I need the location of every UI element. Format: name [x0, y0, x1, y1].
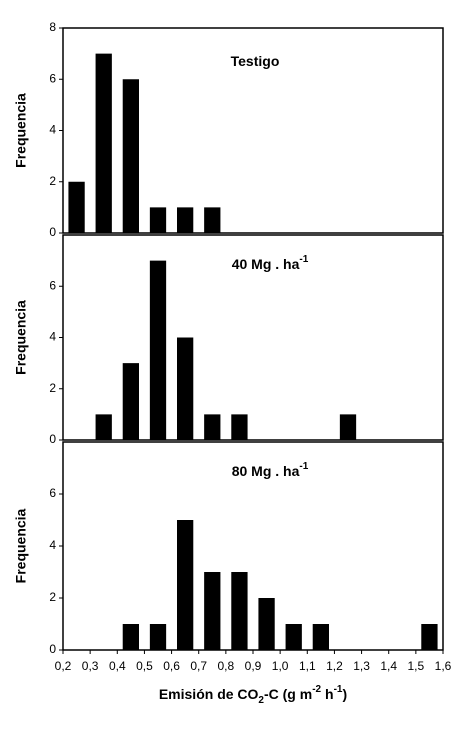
panel-title: 80 Mg . ha-1: [232, 461, 309, 479]
x-tick-label: 1,3: [353, 659, 370, 673]
y-tick-label: 6: [49, 71, 56, 85]
x-tick-label: 1,2: [326, 659, 343, 673]
x-tick-label: 1,4: [380, 659, 397, 673]
bar: [149, 260, 167, 440]
y-axis-label: Frequencia: [13, 300, 29, 375]
y-tick-label: 0: [49, 432, 56, 446]
bar: [204, 414, 221, 440]
panel-title-superscript: -1: [299, 461, 308, 472]
y-tick-label: 4: [49, 330, 56, 344]
x-axis-label: Emisión de CO2-C (g m-2 h-1): [159, 684, 347, 706]
y-axis-label: Frequencia: [13, 93, 29, 168]
bar: [177, 520, 194, 650]
x-tick-label: 0,9: [245, 659, 262, 673]
x-axis-label-part: ): [342, 686, 347, 702]
bar: [421, 624, 438, 650]
panel-title-superscript: -1: [299, 254, 308, 265]
y-tick-label: 0: [49, 225, 56, 239]
bar: [204, 572, 221, 650]
bar: [122, 79, 139, 233]
bar: [204, 207, 221, 233]
x-tick-label: 1,6: [435, 659, 452, 673]
y-tick-label: 0: [49, 642, 56, 656]
bar: [95, 53, 112, 233]
x-tick-label: 0,4: [109, 659, 126, 673]
bar: [258, 598, 275, 650]
y-tick-label: 4: [49, 123, 56, 137]
x-tick-label: 0,5: [136, 659, 153, 673]
x-tick-label: 1,1: [299, 659, 316, 673]
x-axis-label-part: -2: [312, 684, 321, 695]
bar: [339, 414, 357, 440]
x-axis-label-part: -C (g m: [264, 686, 312, 702]
bar: [95, 414, 112, 440]
bar: [231, 572, 248, 650]
bar: [285, 624, 302, 650]
y-axis-label: Frequencia: [13, 508, 29, 583]
x-axis-label-part: 2: [258, 695, 264, 706]
bar: [231, 414, 248, 440]
x-axis-label-part: h: [321, 686, 333, 702]
bar: [68, 181, 85, 233]
bar: [149, 624, 167, 650]
x-tick-label: 1,5: [408, 659, 425, 673]
x-axis-label-part: Emisión de CO: [159, 686, 259, 702]
panel-title: 40 Mg . ha-1: [232, 254, 309, 272]
y-tick-label: 2: [49, 381, 56, 395]
bar: [122, 363, 139, 440]
panel-title: Testigo: [231, 53, 280, 69]
x-axis-label-part: -1: [334, 684, 343, 695]
y-tick-label: 2: [49, 590, 56, 604]
y-tick-label: 6: [49, 278, 56, 292]
y-tick-label: 2: [49, 174, 56, 188]
x-tick-label: 0,3: [82, 659, 99, 673]
panel-title-text: 40 Mg . ha: [232, 256, 300, 272]
x-tick-label: 0,7: [190, 659, 207, 673]
x-tick-label: 0,8: [218, 659, 235, 673]
bar: [149, 207, 167, 233]
bar: [177, 337, 194, 440]
x-tick-label: 0,2: [55, 659, 72, 673]
panel-title-text: Testigo: [231, 53, 280, 69]
x-tick-label: 0,6: [163, 659, 180, 673]
y-tick-label: 6: [49, 486, 56, 500]
y-tick-label: 8: [49, 20, 56, 34]
bar: [312, 624, 329, 650]
y-tick-label: 4: [49, 538, 56, 552]
bar: [177, 207, 194, 233]
x-tick-label: 1,0: [272, 659, 289, 673]
panel-title-text: 80 Mg . ha: [232, 463, 300, 479]
bar: [122, 624, 139, 650]
